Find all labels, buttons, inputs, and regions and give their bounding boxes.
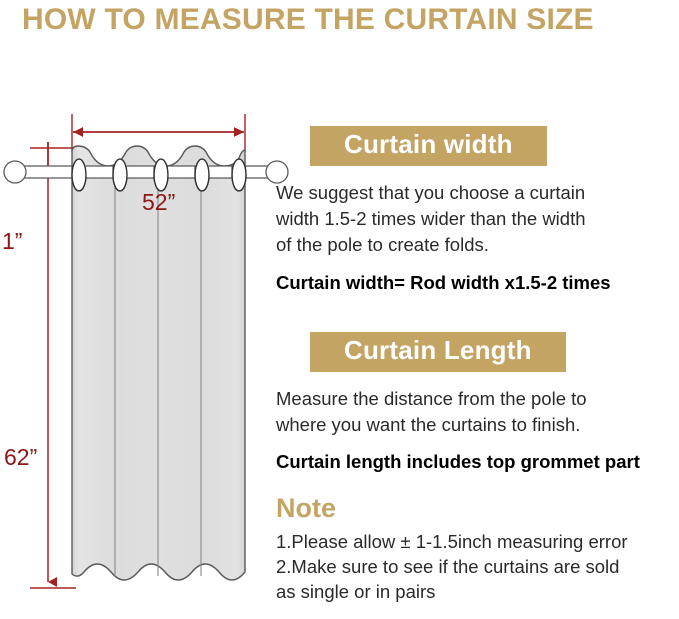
curtain-length-body-line: Measure the distance from the pole to (276, 387, 587, 409)
length-dimension-label: 62” (4, 444, 38, 470)
width-dimension-group (71, 114, 246, 152)
grommets-group (71, 158, 247, 192)
curtain-measurement-diagram: 52” 1” 62” (0, 90, 300, 619)
note-title: Note (276, 493, 336, 523)
page-title: HOW TO MEASURE THE CURTAIN SIZE (22, 3, 594, 36)
curtain-length-band-wrap: Curtain Length (310, 332, 676, 372)
curtain-width-body-line: We suggest that you choose a curtain (276, 181, 586, 203)
curtain-length-body: Measure the distance from the pole to wh… (276, 386, 676, 439)
curtain-width-formula: Curtain width= Rod width x1.5-2 times (276, 271, 611, 293)
grommet-drop-dimension-label: 1” (2, 228, 23, 254)
curtain-width-body-line: of the pole to create folds. (276, 234, 489, 256)
curtain-width-band-wrap: Curtain width (310, 126, 676, 166)
curtain-width-body-line: width 1.5-2 times wider than the width (276, 208, 586, 230)
note-item: 2.Make sure to see if the curtains are s… (276, 555, 620, 577)
note-list: 1.Please allow ± 1-1.5inch measuring err… (276, 530, 679, 605)
section-curtain-width: Curtain width We suggest that you choose… (276, 126, 676, 296)
curtain-length-band: Curtain Length (310, 332, 566, 372)
curtain-length-formula: Curtain length includes top grommet part (276, 451, 640, 473)
section-note: Note 1.Please allow ± 1-1.5inch measurin… (276, 493, 679, 605)
width-dimension-label: 52” (142, 189, 176, 215)
curtain-width-band: Curtain width (310, 126, 547, 166)
section-curtain-length: Curtain Length Measure the distance from… (276, 332, 676, 475)
note-item: 1.Please allow ± 1-1.5inch measuring err… (276, 530, 628, 552)
curtain-diagram-svg (3, 114, 289, 589)
curtain-width-body: We suggest that you choose a curtain wid… (276, 180, 676, 259)
curtain-length-body-line: where you want the curtains to finish. (276, 414, 581, 436)
note-item: as single or in pairs (276, 580, 436, 602)
curtain-panel (71, 145, 246, 581)
length-dimension-group (30, 168, 76, 589)
